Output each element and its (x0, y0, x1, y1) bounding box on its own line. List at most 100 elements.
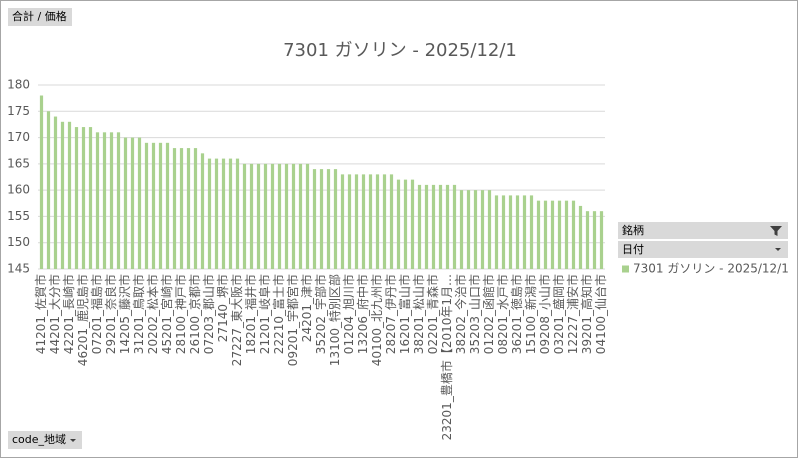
axis-field-button[interactable]: code_地域 (8, 431, 82, 449)
x-tick-label: 13206_府中市 (355, 274, 370, 354)
bar (221, 158, 226, 269)
bar (445, 184, 450, 269)
x-tick-label: 18201_福井市 (243, 274, 258, 354)
bar (130, 137, 135, 269)
x-tick-label: 21201_岐阜市 (257, 274, 272, 354)
legend-swatch (622, 265, 629, 273)
x-tick-label: 41201_佐賀市 (33, 274, 48, 354)
bar (151, 142, 156, 269)
bar (382, 174, 387, 269)
bar (557, 200, 562, 269)
bar (403, 179, 408, 269)
bar (60, 121, 65, 269)
bar (571, 200, 576, 269)
x-tick-label: 39201_高知市 (579, 274, 594, 354)
bar (340, 174, 345, 269)
values-field-button[interactable]: 合計 / 価格 (8, 8, 72, 26)
bar (417, 184, 422, 269)
x-tick-label: 35203_山口市 (467, 274, 482, 354)
bar (298, 163, 303, 269)
bar (438, 184, 443, 269)
legend-label: 7301 ガソリン - 2025/12/1 (633, 262, 789, 276)
x-tick-label: 38201_松山市 (411, 274, 426, 354)
bar (375, 174, 380, 269)
bar (389, 174, 394, 269)
bar (508, 195, 513, 269)
bar (305, 163, 310, 269)
x-tick-label: 15100_新潟市 (523, 274, 538, 354)
filter-icon (770, 226, 782, 236)
x-tick-label: 07203_郡山市 (201, 274, 216, 354)
bar (214, 158, 219, 269)
x-tick-label: 27140_堺市 (215, 274, 230, 342)
bar (193, 148, 198, 269)
bar (270, 163, 275, 269)
bar (550, 200, 555, 269)
y-tick-label: 160 (7, 183, 30, 197)
bar (494, 195, 499, 269)
bar (529, 195, 534, 269)
dropdown-icon (70, 439, 76, 442)
x-tick-label: 42201_長崎市 (61, 274, 76, 354)
x-tick-label: 24201_津市 (299, 274, 314, 342)
x-tick-label: 13100_特別区部 (327, 274, 342, 366)
bar (333, 169, 338, 269)
x-tick-label: 38202_今治市 (453, 274, 468, 354)
x-tick-label: 08201_水戸市 (495, 274, 510, 354)
bar (599, 211, 604, 269)
bar (67, 121, 72, 269)
bar (592, 211, 597, 269)
x-tick-label: 40100_北九州市 (369, 274, 384, 366)
x-tick-label: 35202_宇部市 (313, 274, 328, 354)
bar (242, 163, 247, 269)
legend-field-button[interactable]: 銘柄 (618, 222, 788, 239)
x-tick-label: 09208_小山市 (537, 274, 552, 354)
y-tick-label: 170 (7, 130, 30, 144)
x-tick-label: 16201_富山市 (397, 274, 412, 354)
button-label: code_地域 (12, 433, 66, 446)
bar (81, 127, 86, 269)
bar (116, 132, 121, 269)
x-tick-label: 03201_盛岡市 (551, 274, 566, 354)
bar (46, 111, 51, 270)
bar (487, 190, 492, 269)
bar (543, 200, 548, 269)
x-tick-label: 01204_旭川市 (341, 274, 356, 354)
chart-title: 7301 ガソリン - 2025/12/1 (283, 40, 517, 61)
x-tick-label: 29201_奈良市 (103, 274, 118, 354)
button-bg (618, 222, 788, 239)
x-tick-label: 22210_富士市 (271, 274, 286, 354)
x-tick-label: 27227_東大阪市 (229, 274, 244, 366)
bar (172, 148, 177, 269)
bar (459, 190, 464, 269)
x-tick-label: 12227_浦安市 (565, 274, 580, 354)
bar (585, 211, 590, 269)
bar (207, 158, 212, 269)
bar (410, 179, 415, 269)
x-tick-label: 01202_函館市 (481, 274, 496, 354)
bar (53, 116, 58, 270)
bar (368, 174, 373, 269)
button-bg (618, 241, 788, 258)
button-label: 合計 / 価格 (12, 9, 67, 23)
bar (186, 148, 191, 269)
bar (200, 153, 205, 269)
x-tick-label: 28100_神戸市 (173, 274, 188, 354)
bar (165, 142, 170, 269)
bar (501, 195, 506, 269)
bar (102, 132, 107, 269)
x-tick-label: 02201_青森市 (425, 274, 440, 354)
bar (74, 127, 79, 269)
bar (284, 163, 289, 269)
x-tick-label: 46201_鹿児島市 (75, 274, 90, 366)
bar (249, 163, 254, 269)
bar (88, 127, 93, 269)
bar (431, 184, 436, 269)
bar (396, 179, 401, 269)
bar (326, 169, 331, 269)
button-bg (8, 8, 72, 26)
legend-field-button[interactable]: 日付 (618, 241, 788, 258)
dropdown-icon (775, 248, 781, 251)
button-label: 銘柄 (622, 223, 644, 237)
bar (95, 132, 100, 269)
